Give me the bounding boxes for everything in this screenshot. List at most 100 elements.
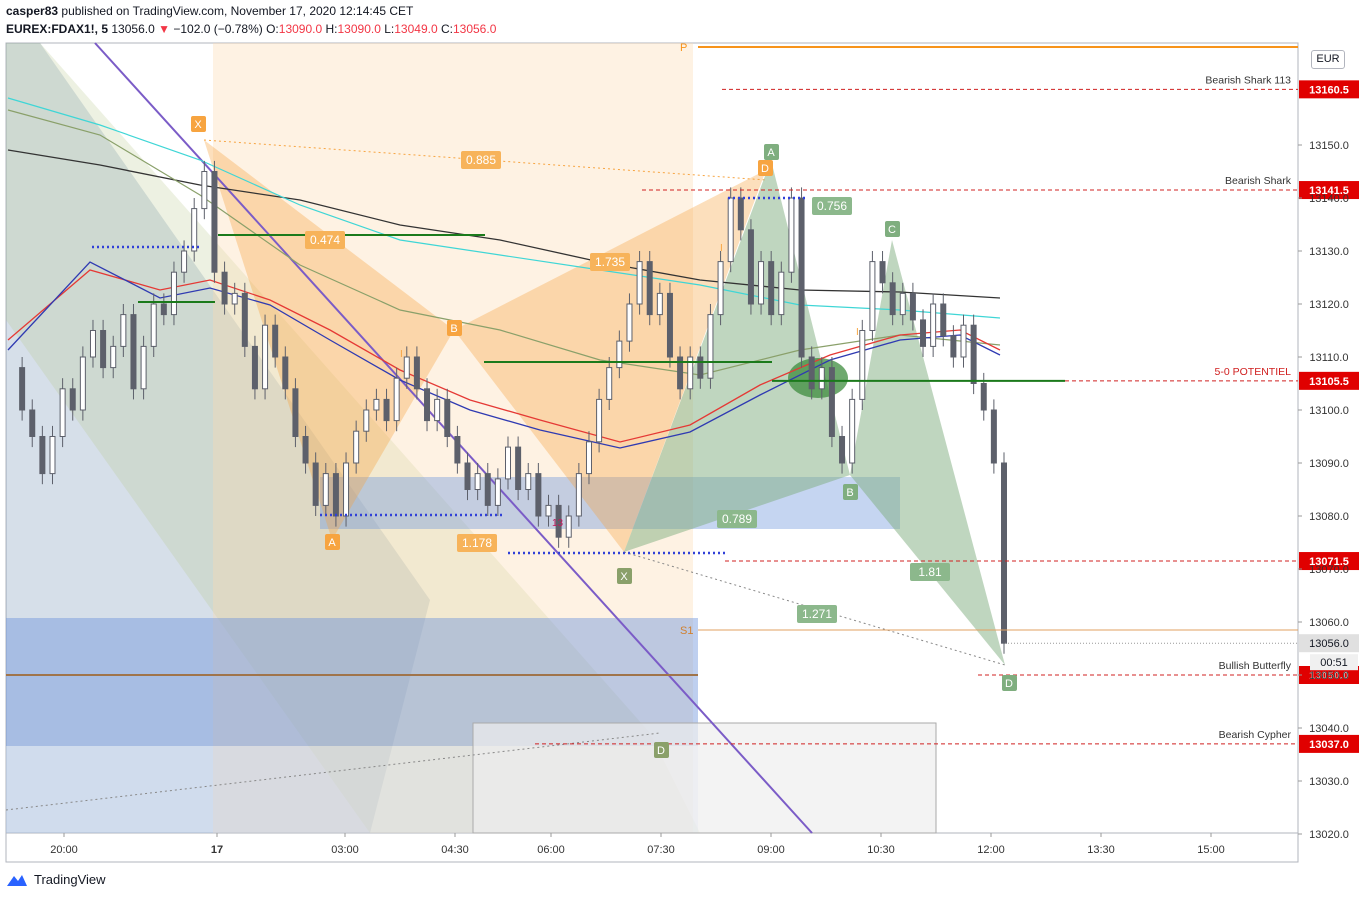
candle-body (100, 330, 107, 369)
candle-body (191, 208, 198, 252)
candle-body (494, 478, 501, 506)
ratio-0474-box (305, 231, 345, 249)
candle (494, 468, 501, 516)
ma-cyan (7, 97, 1001, 319)
candle (434, 388, 441, 432)
ma-olive (7, 109, 1001, 376)
candle (59, 378, 66, 448)
candle (130, 304, 137, 400)
x-tick-label: 09:00 (757, 844, 785, 856)
candle (687, 346, 694, 400)
candle (241, 282, 248, 357)
candle-body (272, 324, 279, 358)
x-tick-label: 04:30 (441, 844, 469, 856)
p2-point-c: C (888, 224, 896, 236)
y-tick-label: 13130.0 (1309, 246, 1349, 258)
level-label: 5-0 POTENTIEL (1215, 366, 1292, 378)
candle (49, 425, 56, 485)
candle-body (545, 504, 552, 517)
candle-body (393, 377, 400, 422)
candle-body (585, 441, 592, 475)
p2-point-c-box (885, 221, 900, 237)
open-value: 13090.0 (278, 22, 323, 36)
candle (201, 160, 208, 220)
candle-body (464, 462, 471, 490)
candle-body (899, 292, 906, 316)
candle (879, 251, 886, 294)
candle (515, 436, 522, 501)
candle-body (29, 409, 36, 437)
candle (707, 304, 714, 389)
candle-body (231, 292, 238, 305)
candle (940, 293, 947, 347)
candle (403, 346, 410, 389)
candle-body (150, 303, 157, 347)
candle-body (403, 356, 410, 379)
last-price: 13056.0 (111, 22, 155, 36)
symbol-name[interactable]: EUREX:FDAX1!, 5 (6, 22, 109, 36)
p2-point-b: B (846, 487, 853, 499)
price-tag (1299, 80, 1359, 99)
p1-point-b: B (450, 323, 457, 335)
symbol-legend: EUREX:FDAX1!, 5 13056.0 ▼ −102.0 (−0.78%… (6, 22, 496, 36)
candle (464, 452, 471, 501)
candle-body (211, 171, 218, 273)
close-label: C: (440, 22, 453, 36)
candle (626, 293, 633, 352)
y-tick-label: 13120.0 (1309, 299, 1349, 311)
candle-body (241, 292, 248, 347)
publisher-user[interactable]: casper83 (6, 4, 59, 18)
y-tick-label: 13080.0 (1309, 511, 1349, 523)
currency-button[interactable]: EUR (1311, 50, 1345, 69)
candle-body (474, 473, 481, 491)
candle (211, 160, 218, 283)
candle-body (434, 398, 441, 422)
ratio-1271-box (797, 605, 837, 623)
candle (160, 293, 167, 326)
p1-point-a: A (328, 537, 336, 549)
price-tag (1299, 371, 1359, 390)
candle (828, 357, 835, 448)
y-tick-label: 13140.0 (1309, 193, 1349, 205)
candle (616, 330, 623, 379)
ratio-0885-box (461, 151, 501, 169)
candle-body (879, 261, 886, 284)
y-tick-label: 13100.0 (1309, 405, 1349, 417)
candle (535, 463, 542, 527)
y-tick-label: 13060.0 (1309, 617, 1349, 629)
p2-point-a-box (764, 144, 779, 160)
ma-black (7, 149, 1001, 299)
y-tick-label: 13050.0 (1309, 670, 1349, 682)
candle (100, 319, 107, 379)
marker-i-3: I (856, 327, 859, 338)
tradingview-brand[interactable]: TradingView (6, 872, 106, 887)
grey-box-zone (472, 722, 937, 834)
candle-body (140, 345, 147, 390)
candle-body (505, 446, 511, 480)
candle (565, 505, 572, 548)
candle (778, 261, 785, 326)
p2-point-a: A (767, 147, 775, 159)
candle-body (798, 197, 805, 358)
candle-body (59, 388, 66, 437)
candle-body (909, 292, 916, 321)
ratio-0756-box (812, 197, 852, 215)
candle (575, 463, 582, 527)
candle-body (778, 271, 785, 316)
pivot-p-label: P (680, 42, 687, 54)
candle-body (363, 409, 370, 432)
candle-body (596, 398, 603, 443)
candle-body (747, 229, 754, 305)
candle-body (201, 171, 208, 210)
brand-label: TradingView (34, 872, 106, 887)
y-tick-label: 13090.0 (1309, 458, 1349, 470)
candle (677, 346, 684, 400)
y-tick-label: 13110.0 (1310, 352, 1349, 364)
candle-body (849, 398, 856, 464)
candle (849, 388, 856, 474)
publisher-info: published on TradingView.com, November 1… (61, 4, 414, 18)
candle (555, 494, 562, 548)
candle-body (444, 398, 451, 437)
high-value: 13090.0 (337, 22, 381, 36)
